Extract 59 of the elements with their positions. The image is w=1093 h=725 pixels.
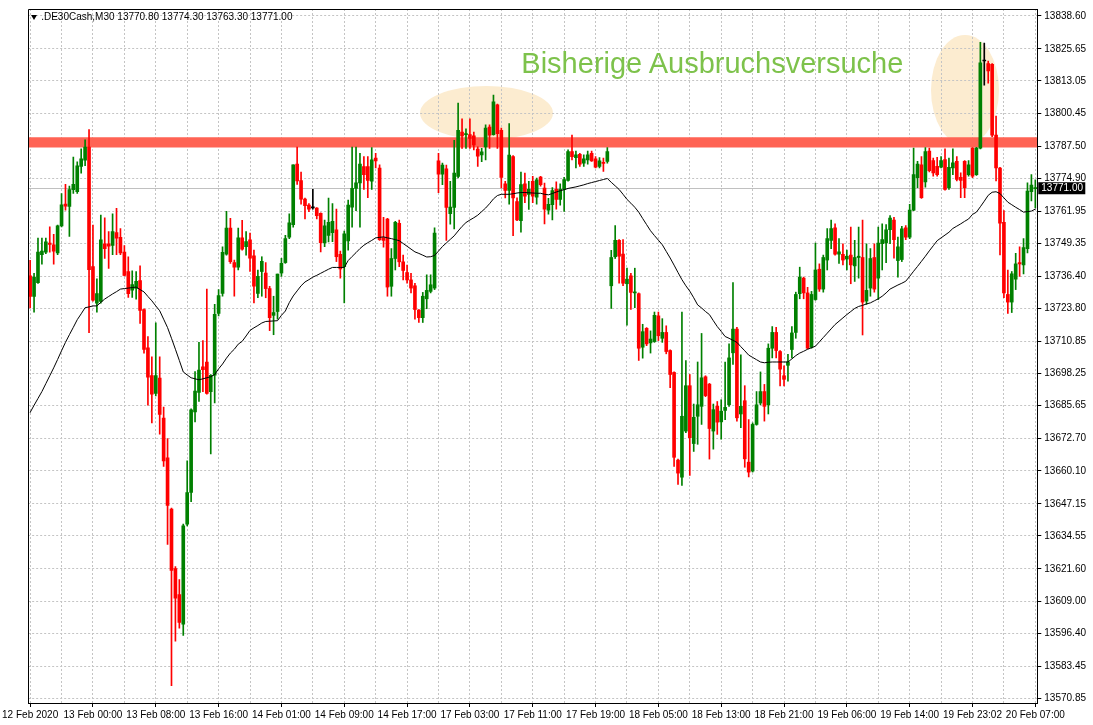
y-tick-label: 13698.25 — [1044, 367, 1087, 379]
candlestick — [848, 226, 853, 285]
annotation: Bisherige Ausbruchsversuche — [521, 46, 904, 79]
x-tick-label: 17 Feb 11:00 — [503, 708, 563, 720]
x-tick-label: 14 Feb 01:00 — [251, 708, 312, 720]
candlestick — [526, 180, 531, 210]
candlestick — [660, 318, 665, 343]
candlestick — [739, 354, 743, 429]
x-tick-label: 18 Feb 05:00 — [628, 708, 689, 720]
y-tick-label: 13736.40 — [1044, 270, 1087, 282]
x-tick-label: 14 Feb 09:00 — [314, 708, 375, 720]
y-tick-label: 13710.85 — [1044, 335, 1087, 347]
y-tick-label: 13660.10 — [1044, 464, 1087, 476]
candlestick — [244, 231, 248, 256]
ref-line-label: 13771.00 — [1041, 182, 1084, 194]
candlestick — [1033, 179, 1038, 209]
y-tick-label: 13761.95 — [1044, 204, 1087, 216]
chart-title: .DE30Cash,M30 13770.80 13774.30 13763.30 13771.00 — [41, 10, 293, 22]
y-tick-label: 13800.45 — [1044, 106, 1087, 118]
y-tick-label: 13621.60 — [1044, 562, 1087, 574]
candlestick — [201, 340, 205, 392]
y-tick-label: 13583.45 — [1044, 659, 1087, 671]
x-tick-label: 17 Feb 19:00 — [566, 708, 626, 720]
x-tick-label: 18 Feb 13:00 — [691, 708, 752, 720]
x-tick-label: 20 Feb 07:00 — [1005, 708, 1066, 720]
y-tick-label: 13596.40 — [1044, 626, 1087, 638]
y-tick-label: 13685.65 — [1044, 399, 1087, 411]
x-tick-label: 19 Feb 14:00 — [880, 708, 940, 720]
y-tick-label: 13609.00 — [1044, 594, 1087, 606]
candlestick — [311, 189, 315, 210]
x-tick-label: 14 Feb 17:00 — [377, 708, 437, 720]
y-tick-label: 13647.15 — [1044, 497, 1087, 509]
candlestick — [574, 150, 578, 169]
y-tick-label: 13774.90 — [1044, 171, 1087, 183]
x-tick-label: 19 Feb 06:00 — [817, 708, 877, 720]
y-tick-label: 13723.80 — [1044, 302, 1087, 314]
y-tick-label: 13570.85 — [1044, 692, 1087, 704]
x-tick-label: 19 Feb 23:02 — [943, 708, 1003, 720]
candlestick — [460, 118, 464, 149]
y-tick-label: 13749.35 — [1044, 237, 1087, 249]
y-tick-label: 13838.60 — [1044, 9, 1087, 21]
x-tick-label: 18 Feb 21:00 — [754, 708, 814, 720]
candlestick — [845, 249, 849, 271]
x-tick-label: 13 Feb 00:00 — [63, 708, 123, 720]
y-tick-label: 13634.55 — [1044, 529, 1087, 541]
x-tick-label: 13 Feb 16:00 — [189, 708, 249, 720]
y-tick-label: 13825.65 — [1044, 42, 1087, 54]
y-tick-label: 13787.50 — [1044, 139, 1087, 151]
candlestick — [786, 354, 790, 382]
candlestick — [468, 118, 472, 149]
candlestick — [625, 267, 629, 326]
x-tick-label: 13 Feb 08:00 — [126, 708, 186, 720]
y-tick-label: 13813.05 — [1044, 74, 1087, 86]
y-tick-label: 13672.70 — [1044, 432, 1087, 444]
x-tick-label: 17 Feb 03:00 — [440, 708, 500, 720]
candlestick — [837, 238, 841, 264]
x-tick-label: 12 Feb 2020 — [2, 708, 59, 720]
candlestick — [570, 134, 574, 161]
candlestick — [464, 128, 468, 149]
